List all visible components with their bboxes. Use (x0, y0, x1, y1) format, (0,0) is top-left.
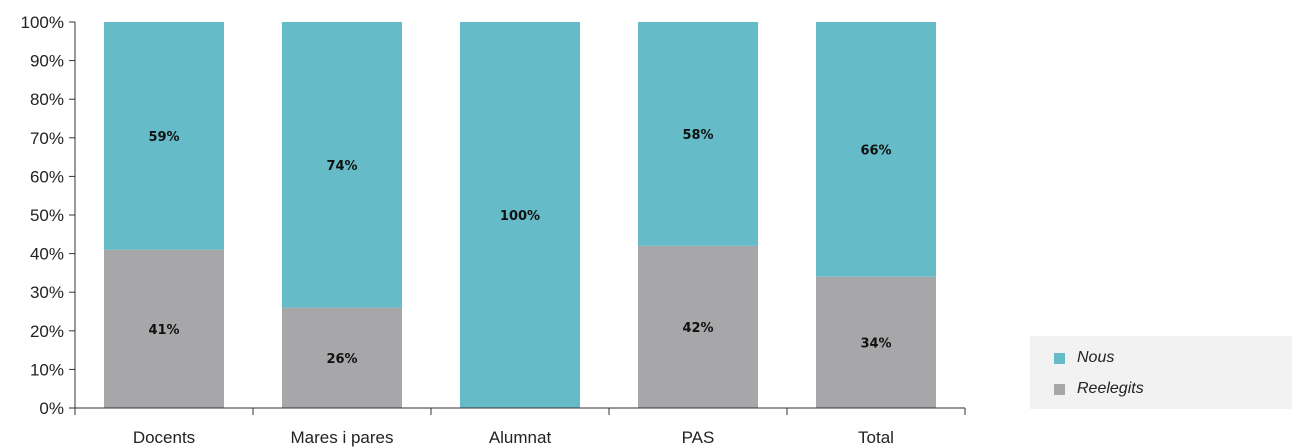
legend-swatch-reelegits (1054, 383, 1065, 395)
legend-label-nous: Nous (1077, 349, 1115, 366)
y-tick-label-3: 30% (30, 283, 64, 302)
bar-nous-3 (460, 22, 580, 408)
chart-legend: Nous Reelegits (1030, 336, 1292, 409)
legend-item-reelegits: Reelegits (1054, 379, 1144, 399)
bar-reelegits-4 (638, 245, 758, 408)
y-tick-label-4: 40% (30, 245, 64, 264)
bar-reelegits-2 (282, 307, 402, 408)
bar-reelegits-1 (104, 249, 224, 408)
data-label-reelegits-4: 42% (682, 321, 713, 336)
bar-nous-1 (104, 22, 224, 250)
y-tick-label-8: 80% (30, 90, 64, 109)
x-category-label-4: PAS (682, 428, 715, 447)
data-label-reelegits-5: 34% (860, 336, 891, 351)
x-category-label-5: Total (858, 428, 894, 447)
bar-nous-4 (638, 22, 758, 246)
y-tick-label-1: 10% (30, 360, 64, 379)
bar-reelegits-5 (816, 276, 936, 408)
y-tick-label-6: 60% (30, 167, 64, 186)
bar-nous-5 (816, 22, 936, 277)
y-tick-label-5: 50% (30, 206, 64, 225)
x-category-label-3: Alumnat (489, 428, 552, 447)
y-tick-label-0: 0% (39, 399, 64, 418)
data-label-nous-2: 74% (326, 159, 357, 174)
legend-swatch-nous (1054, 352, 1065, 364)
bar-nous-2 (282, 22, 402, 308)
legend-item-nous: Nous (1054, 348, 1114, 368)
data-label-nous-4: 58% (682, 128, 713, 143)
data-label-nous-5: 66% (860, 143, 891, 158)
x-category-label-1: Docents (133, 428, 195, 447)
data-label-reelegits-2: 26% (326, 352, 357, 367)
y-tick-label-2: 20% (30, 322, 64, 341)
y-tick-label-7: 70% (30, 129, 64, 148)
data-label-nous-1: 59% (148, 130, 179, 145)
x-category-label-2: Mares i pares (291, 428, 394, 447)
y-tick-label-9: 90% (30, 52, 64, 71)
data-label-nous-3: 100% (500, 209, 540, 224)
data-label-reelegits-1: 41% (148, 323, 179, 338)
legend-label-reelegits: Reelegits (1077, 380, 1144, 397)
y-tick-label-10: 100% (21, 13, 64, 32)
